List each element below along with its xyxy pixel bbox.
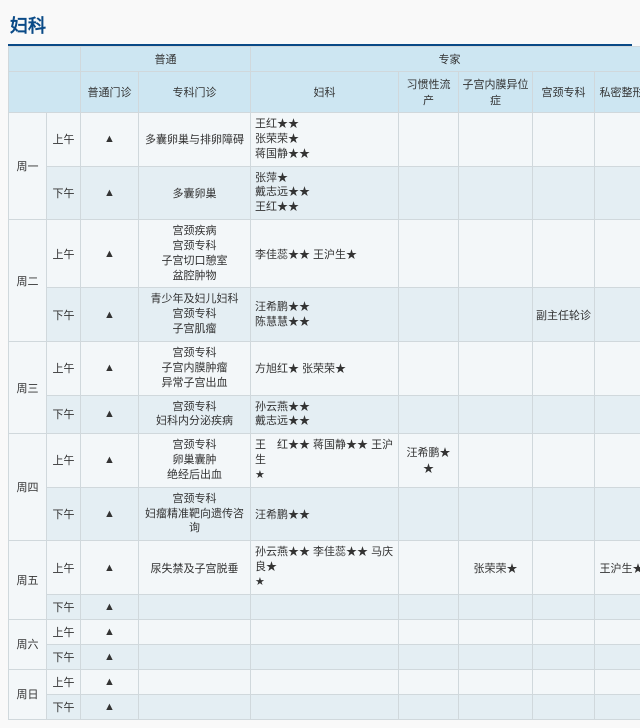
cell-mark: ▲ [81,434,139,488]
hdr-blank [9,72,81,113]
slot: 下午 [47,288,81,342]
page-title: 妇科 [8,8,632,46]
cell-mark: ▲ [81,541,139,595]
slot: 上午 [47,434,81,488]
cell-mark: ▲ [81,619,139,644]
slot: 下午 [47,644,81,669]
cell-mark: ▲ [81,644,139,669]
cell-mark: ▲ [81,594,139,619]
schedule-table: 普通 专家 普通门诊 专科门诊 妇科 习惯性流产 子宫内膜异位症 宫颈专科 私密… [8,46,640,720]
hdr-expert: 专家 [251,47,640,72]
cell: 王红★★ 张荣荣★ 蒋国静★★ [251,113,399,167]
slot: 下午 [47,395,81,434]
day-sat: 周六 [9,619,47,669]
slot: 上午 [47,669,81,694]
slot: 上午 [47,220,81,288]
cell-mark: ▲ [81,341,139,395]
day-mon: 周一 [9,113,47,220]
hdr-corner [9,47,81,72]
day-thu: 周四 [9,434,47,541]
cell: 李佳蕊★★ 王沪生★ [251,220,399,288]
hdr-habitual: 习惯性流产 [399,72,459,113]
cell: 宫颈疾病 宫颈专科 子宫切口憩室 盆腔肿物 [139,220,251,288]
cell: 多囊卵巢与排卵障碍 [139,113,251,167]
cell: 王 红★★ 蒋国静★★ 王沪生 ★ [251,434,399,488]
cell: 方旭红★ 张荣荣★ [251,341,399,395]
cell: 汪希鹏★★ 陈慧慧★★ [251,288,399,342]
cell-mark: ▲ [81,220,139,288]
cell: 孙云燕★★ 戴志远★★ [251,395,399,434]
cell-mark: ▲ [81,694,139,719]
cell: 汪希鹏★★ [251,487,399,541]
slot: 上午 [47,113,81,167]
hdr-special-clinic: 专科门诊 [139,72,251,113]
cell: 尿失禁及子宫脱垂 [139,541,251,595]
cell: 张荣荣★ [459,541,533,595]
cell-mark: ▲ [81,113,139,167]
day-wed: 周三 [9,341,47,433]
hdr-gynecology: 妇科 [251,72,399,113]
cell: 孙云燕★★ 李佳蕊★★ 马庆良★ ★ [251,541,399,595]
hdr-cervix: 宫颈专科 [533,72,595,113]
cell-mark: ▲ [81,487,139,541]
day-tue: 周二 [9,220,47,342]
hdr-general: 普通 [81,47,251,72]
slot: 下午 [47,166,81,220]
hdr-endometriosis: 子宫内膜异位症 [459,72,533,113]
slot: 上午 [47,341,81,395]
cell-mark: ▲ [81,166,139,220]
cell: 多囊卵巢 [139,166,251,220]
day-sun: 周日 [9,669,47,719]
cell-mark: ▲ [81,288,139,342]
hdr-general-clinic: 普通门诊 [81,72,139,113]
cell: 宫颈专科 妇瘤精准靶向遗传咨询 [139,487,251,541]
slot: 上午 [47,541,81,595]
cell-mark: ▲ [81,395,139,434]
cell: 宫颈专科 子宫内膜肿瘤 异常子宫出血 [139,341,251,395]
slot: 下午 [47,594,81,619]
slot: 下午 [47,487,81,541]
cell: 宫颈专科 卵巢囊肿 绝经后出血 [139,434,251,488]
cell: 张萍★ 戴志远★★ 王红★★ [251,166,399,220]
cell: 青少年及妇儿妇科 宫颈专科 子宫肌瘤 [139,288,251,342]
hdr-private: 私密整形 [595,72,640,113]
cell-mark: ▲ [81,669,139,694]
slot: 下午 [47,694,81,719]
day-fri: 周五 [9,541,47,620]
cell: 王沪生★ [595,541,640,595]
slot: 上午 [47,619,81,644]
cell: 汪希鹏★★ [399,434,459,488]
cell: 副主任轮诊 [533,288,595,342]
cell: 宫颈专科 妇科内分泌疾病 [139,395,251,434]
